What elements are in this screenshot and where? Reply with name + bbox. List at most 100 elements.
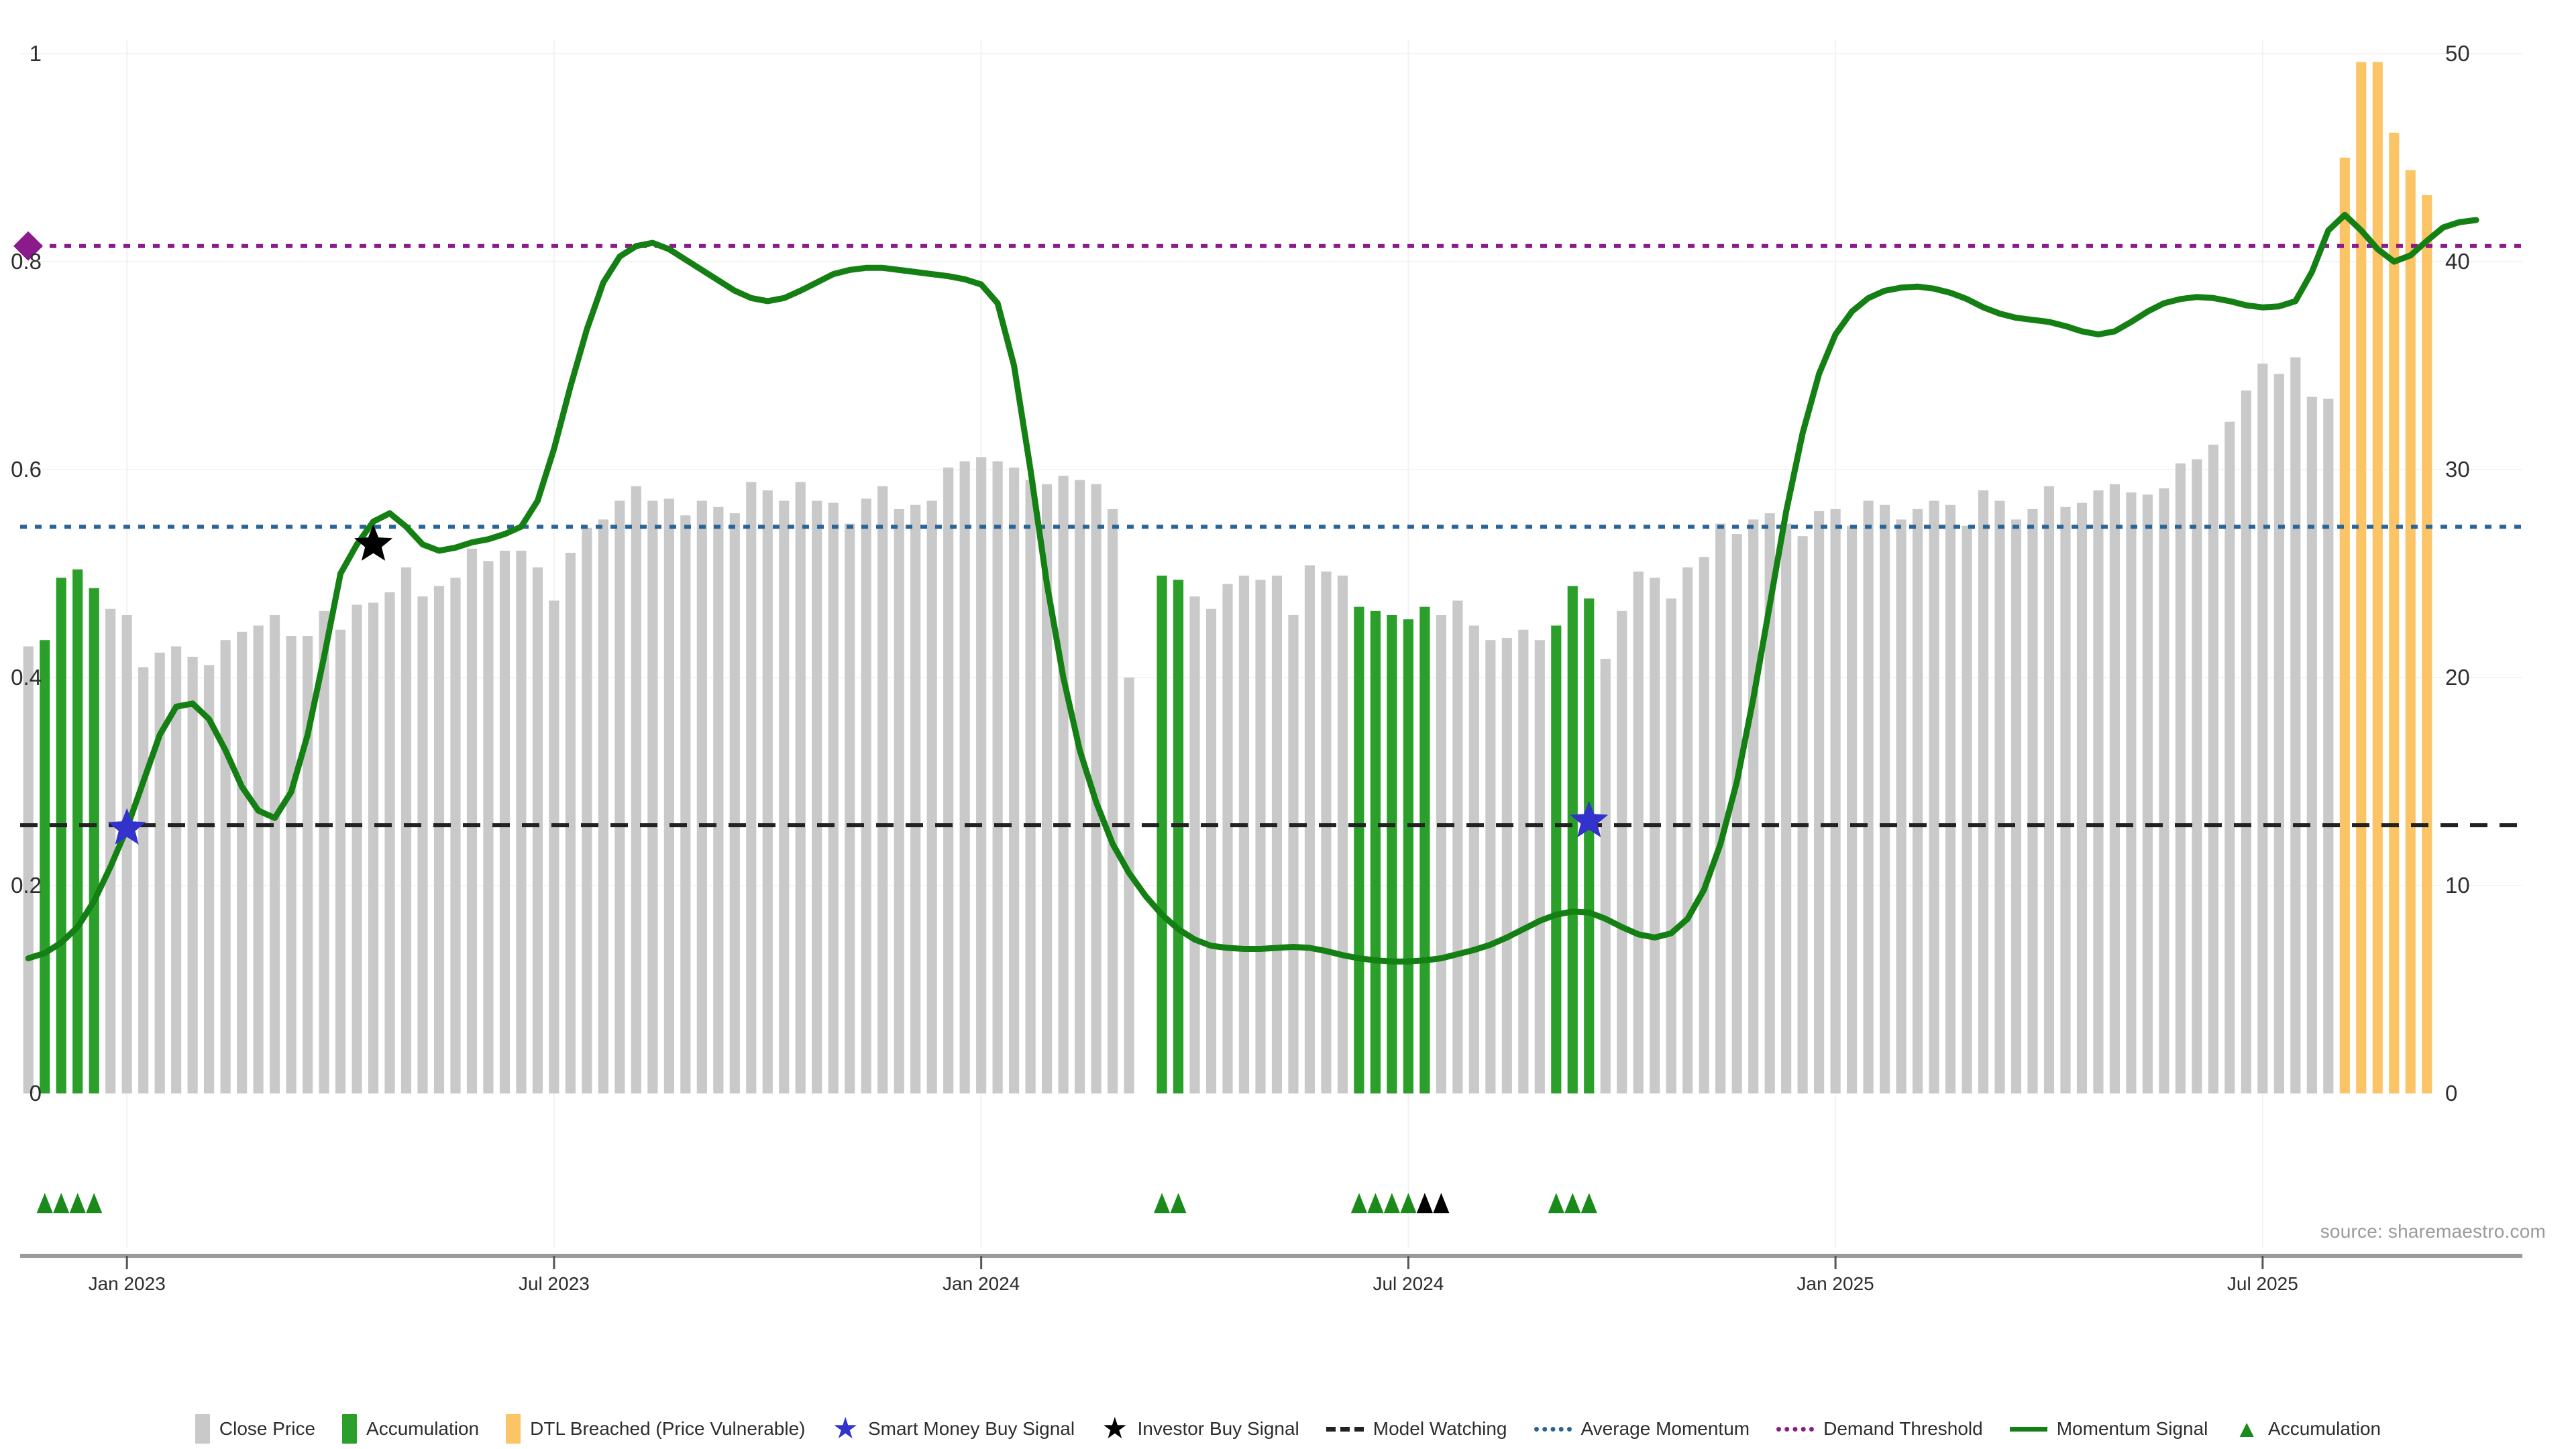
bar-close-price[interactable]: [400, 567, 412, 1093]
bar-close-price[interactable]: [1978, 490, 1989, 1093]
bar-close-price[interactable]: [1814, 511, 1825, 1093]
bar-close-price[interactable]: [861, 498, 871, 1093]
bar-close-price[interactable]: [154, 652, 165, 1093]
bar-close-price[interactable]: [2224, 421, 2235, 1093]
bar-close-price[interactable]: [1797, 536, 1808, 1093]
bar-close-price[interactable]: [417, 596, 428, 1093]
bar-close-price[interactable]: [466, 548, 478, 1093]
bar-close-price[interactable]: [1025, 480, 1036, 1094]
bar-close-price[interactable]: [253, 625, 264, 1094]
bar-close-price[interactable]: [286, 636, 297, 1093]
bar-close-price[interactable]: [1781, 523, 1792, 1093]
bar-close-price[interactable]: [2175, 463, 2186, 1093]
bar-close-price[interactable]: [2323, 398, 2334, 1093]
bar-accumulation[interactable]: [1419, 606, 1430, 1093]
bar-close-price[interactable]: [2192, 459, 2202, 1094]
bar-accumulation[interactable]: [72, 569, 83, 1093]
bar-close-price[interactable]: [1929, 500, 1939, 1094]
bar-close-price[interactable]: [368, 602, 379, 1093]
bar-close-price[interactable]: [335, 629, 346, 1093]
bar-accumulation[interactable]: [1157, 576, 1167, 1093]
bar-close-price[interactable]: [565, 553, 576, 1093]
bar-close-price[interactable]: [647, 500, 658, 1094]
legend-item[interactable]: Model Watching: [1326, 1418, 1507, 1440]
bar-close-price[interactable]: [943, 467, 954, 1093]
bar-close-price[interactable]: [2027, 508, 2038, 1093]
bar-close-price[interactable]: [1107, 508, 1118, 1093]
bar-close-price[interactable]: [187, 657, 198, 1093]
bar-close-price[interactable]: [680, 515, 691, 1093]
bar-close-price[interactable]: [1731, 534, 1742, 1093]
legend-item[interactable]: Average Momentum: [1534, 1418, 1750, 1440]
bar-close-price[interactable]: [1485, 640, 1496, 1093]
investor-buy-signal-star[interactable]: [354, 524, 393, 561]
bar-close-price[interactable]: [1896, 519, 1907, 1093]
legend-item[interactable]: Momentum Signal: [2009, 1418, 2208, 1440]
bar-close-price[interactable]: [1091, 484, 1102, 1093]
bar-close-price[interactable]: [516, 550, 527, 1093]
accumulation-triangle-marker[interactable]: [86, 1193, 103, 1214]
legend-item[interactable]: ▲ Accumulation: [2235, 1417, 2381, 1441]
bar-close-price[interactable]: [1863, 500, 1874, 1094]
bar-close-price[interactable]: [121, 615, 132, 1093]
bar-close-price[interactable]: [1238, 576, 1250, 1093]
accumulation-triangle-marker[interactable]: [1400, 1193, 1417, 1214]
bar-accumulation[interactable]: [89, 588, 99, 1093]
bar-close-price[interactable]: [433, 586, 445, 1093]
bar-close-price[interactable]: [2159, 488, 2169, 1093]
bar-close-price[interactable]: [1271, 576, 1283, 1093]
bar-close-price[interactable]: [1222, 584, 1233, 1094]
bar-close-price[interactable]: [663, 498, 674, 1093]
bar-close-price[interactable]: [2093, 490, 2104, 1093]
bar-dtl-breached[interactable]: [2389, 132, 2400, 1093]
accumulation-triangle-marker[interactable]: [1350, 1193, 1367, 1214]
legend-item[interactable]: ★ Investor Buy Signal: [1102, 1414, 1299, 1444]
bar-close-price[interactable]: [220, 640, 231, 1093]
bar-close-price[interactable]: [2241, 390, 2251, 1094]
legend-item[interactable]: DTL Breached (Price Vulnerable): [506, 1414, 805, 1444]
bar-close-price[interactable]: [549, 600, 559, 1093]
bar-accumulation[interactable]: [1551, 625, 1562, 1094]
smart-money-buy-signal-star[interactable]: [107, 808, 146, 845]
bar-close-price[interactable]: [828, 502, 839, 1093]
bar-close-price[interactable]: [2076, 502, 2088, 1093]
bar-close-price[interactable]: [992, 461, 1003, 1093]
accumulation-triangle-marker[interactable]: [1564, 1193, 1581, 1214]
bar-close-price[interactable]: [1600, 659, 1611, 1093]
bar-close-price[interactable]: [1058, 476, 1069, 1093]
bar-close-price[interactable]: [795, 482, 806, 1093]
bar-close-price[interactable]: [237, 631, 248, 1093]
bar-accumulation[interactable]: [56, 578, 66, 1093]
bar-close-price[interactable]: [894, 508, 904, 1093]
bar-close-price[interactable]: [2010, 519, 2022, 1093]
bar-close-price[interactable]: [1452, 600, 1463, 1093]
bar-close-price[interactable]: [1288, 615, 1299, 1093]
bar-close-price[interactable]: [1962, 525, 1972, 1093]
bar-dtl-breached[interactable]: [2422, 195, 2432, 1093]
bar-close-price[interactable]: [976, 457, 987, 1093]
bar-close-price[interactable]: [2126, 492, 2137, 1093]
bar-close-price[interactable]: [1764, 513, 1775, 1093]
investor-buy-triangle-marker[interactable]: [1416, 1193, 1433, 1214]
legend-item[interactable]: Close Price: [195, 1414, 315, 1444]
bar-close-price[interactable]: [1945, 504, 1956, 1093]
legend-item[interactable]: Demand Threshold: [1776, 1418, 1983, 1440]
bar-close-price[interactable]: [23, 646, 34, 1094]
bar-accumulation[interactable]: [40, 640, 50, 1093]
bar-close-price[interactable]: [1617, 610, 1627, 1093]
bar-close-price[interactable]: [959, 461, 970, 1093]
bar-close-price[interactable]: [499, 550, 511, 1093]
bar-close-price[interactable]: [762, 490, 773, 1093]
bar-close-price[interactable]: [270, 615, 280, 1093]
bar-dtl-breached[interactable]: [2372, 62, 2383, 1093]
bar-close-price[interactable]: [1650, 578, 1660, 1093]
accumulation-triangle-marker[interactable]: [1580, 1193, 1597, 1214]
bar-close-price[interactable]: [2306, 396, 2317, 1094]
bar-close-price[interactable]: [2290, 357, 2301, 1093]
bar-close-price[interactable]: [631, 486, 641, 1093]
bar-close-price[interactable]: [1912, 508, 1923, 1093]
bar-close-price[interactable]: [845, 523, 855, 1093]
bar-close-price[interactable]: [1880, 504, 1890, 1093]
bar-close-price[interactable]: [319, 610, 329, 1093]
bar-close-price[interactable]: [713, 506, 724, 1093]
